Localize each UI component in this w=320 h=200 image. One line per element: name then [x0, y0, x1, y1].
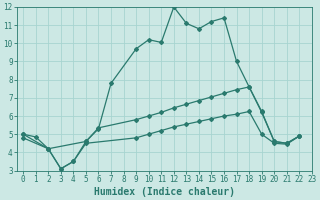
X-axis label: Humidex (Indice chaleur): Humidex (Indice chaleur)	[94, 186, 235, 197]
